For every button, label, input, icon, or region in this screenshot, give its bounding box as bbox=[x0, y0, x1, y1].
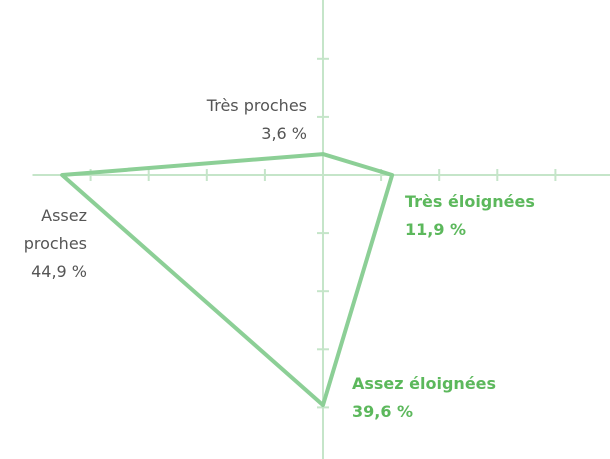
value-label: 3,6 % bbox=[261, 124, 307, 143]
category-label: Assez éloignées bbox=[352, 374, 496, 393]
value-label: 39,6 % bbox=[352, 402, 413, 421]
radar-area bbox=[60, 152, 395, 408]
category-label: Très proches bbox=[206, 96, 307, 115]
category-label: Assez proches bbox=[24, 206, 87, 253]
value-label: 11,9 % bbox=[405, 220, 466, 239]
value-label: 44,9 % bbox=[31, 262, 87, 281]
category-label-line: proches bbox=[24, 234, 87, 253]
category-label-line: Assez bbox=[41, 206, 87, 225]
category-label: Très éloignées bbox=[405, 192, 535, 211]
